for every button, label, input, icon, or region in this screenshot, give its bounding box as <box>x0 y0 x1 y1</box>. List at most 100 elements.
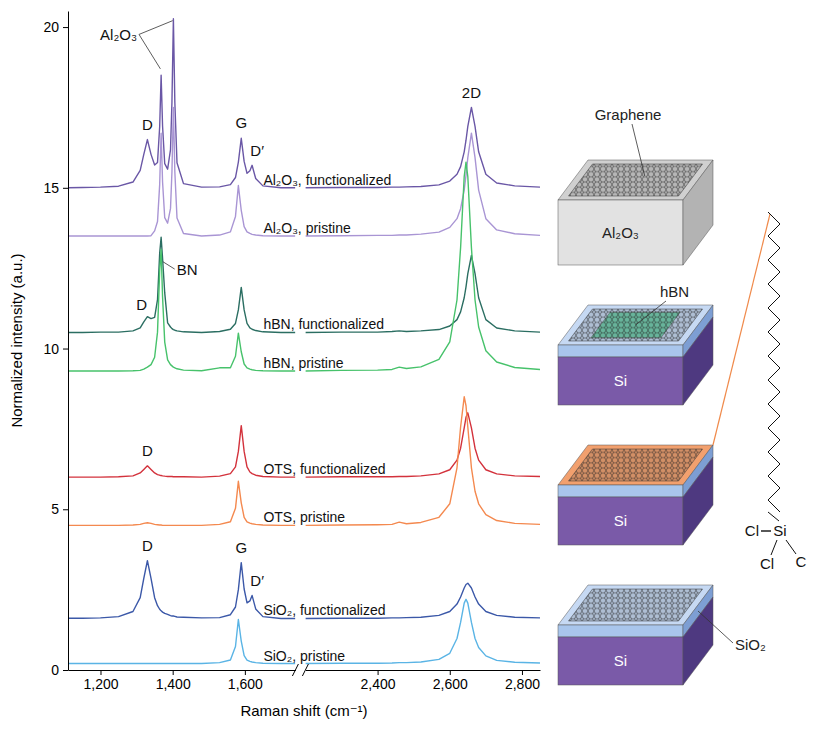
peak-label: D <box>142 442 153 459</box>
leader-line <box>632 124 645 176</box>
series-label: OTS, functionalized <box>263 461 385 477</box>
spectrum-line <box>305 599 540 663</box>
x-tick: 1,400 <box>156 670 191 692</box>
plot-lines <box>68 19 295 664</box>
tick-label: 1,600 <box>228 676 263 692</box>
tick-mark <box>63 670 68 671</box>
tick-label: 1,200 <box>83 676 118 692</box>
spectrum-line <box>305 583 540 618</box>
tick-label: 2,400 <box>361 676 396 692</box>
x-tick: 1,600 <box>228 670 263 692</box>
spectrum-line <box>68 19 295 188</box>
tick-mark <box>63 349 68 350</box>
x-tick: 2,400 <box>361 670 396 692</box>
peak-label: D <box>142 116 153 133</box>
layer-label: hBN <box>660 283 689 300</box>
tick-mark <box>378 670 379 675</box>
y-tick: 0 <box>51 662 68 678</box>
atom-label: Cl <box>760 555 774 572</box>
bond <box>771 540 777 555</box>
substrate-front <box>558 485 683 497</box>
graphene-sheet <box>569 164 703 196</box>
layer-label: SiO₂ <box>735 636 766 653</box>
series-label: OTS, pristine <box>263 509 345 525</box>
y-axis: 0 5 10 15 20 <box>43 12 68 678</box>
atom-label: Cl <box>745 522 759 539</box>
series-label: Al₂O₃, pristine <box>263 220 351 236</box>
substrate-label: Al₂O₃ <box>602 224 639 241</box>
x-tick: 1,200 <box>83 670 118 692</box>
plot-lines <box>305 107 540 663</box>
substrate-front <box>558 637 683 685</box>
tick-label: 1,400 <box>156 676 191 692</box>
peak-label: 2D <box>462 84 481 101</box>
tick-mark <box>450 670 451 675</box>
series-label: Al₂O₃, functionalized <box>263 172 391 188</box>
tick-mark <box>63 27 68 28</box>
peak-label: D <box>142 537 153 554</box>
peak-label: G <box>235 539 247 556</box>
spectrum-line <box>305 413 540 477</box>
x-axis: 2,4002,6002,800 <box>306 670 541 692</box>
figure: 1,200 1,400 1,600 0 5 10 15 20 Al₂O₃, functional… <box>0 0 825 738</box>
graphene-label: Graphene <box>595 106 662 123</box>
substrate-front <box>558 497 683 545</box>
substrate-side <box>683 597 713 685</box>
bond <box>768 512 779 521</box>
substrate-front <box>558 200 683 265</box>
axis-break <box>292 664 298 676</box>
y-tick: 20 <box>43 19 68 35</box>
substrate-side <box>683 457 713 545</box>
spectrum-line <box>68 237 295 332</box>
substrate-label: Si <box>614 512 627 529</box>
substrate-front <box>558 345 683 357</box>
tick-label: 10 <box>43 341 59 357</box>
substrate-label: Si <box>614 372 627 389</box>
graphene-sheet <box>569 449 703 481</box>
leader-line <box>636 301 667 325</box>
tick-mark <box>63 509 68 510</box>
tick-label: 15 <box>43 180 59 196</box>
graphene-sheet <box>569 589 703 621</box>
bond <box>786 540 796 554</box>
peak-label: BN <box>177 261 198 278</box>
tick-mark <box>173 670 174 675</box>
bond <box>761 530 771 531</box>
spectrum-line <box>68 481 295 525</box>
x-tick: 2,800 <box>505 670 540 692</box>
leader-line <box>698 611 733 643</box>
tick-label: 2,800 <box>505 676 540 692</box>
spectrum-line <box>305 397 540 526</box>
series-label: SiO₂, functionalized <box>263 602 385 618</box>
leader-line <box>163 262 175 269</box>
x-axis: 1,200 1,400 1,600 <box>69 670 296 692</box>
spectrum-line <box>305 107 540 187</box>
substrate-label: Si <box>614 652 627 669</box>
zoom-line <box>713 214 770 445</box>
peak-label: D′ <box>250 142 264 159</box>
tick-label: 20 <box>43 19 59 35</box>
y-tick: 5 <box>51 501 68 517</box>
tick-label: 0 <box>51 662 59 678</box>
spectrum-line <box>305 162 540 371</box>
atom-label: Si <box>773 522 786 539</box>
spectrum-line <box>68 250 295 372</box>
substrate-side <box>683 317 713 405</box>
tick-mark <box>522 670 523 675</box>
spectrum-line <box>68 426 295 477</box>
spectrum-line <box>305 255 540 332</box>
y-tick: 10 <box>43 341 68 357</box>
y-axis-line <box>68 12 69 671</box>
peak-label: Al₂O₃ <box>100 26 137 43</box>
spectrum-line <box>68 107 295 236</box>
tick-mark <box>100 670 101 675</box>
peak-label: G <box>235 114 247 131</box>
atom-label: C <box>796 553 807 570</box>
series-label: hBN, pristine <box>263 355 343 371</box>
tick-label: 5 <box>51 501 59 517</box>
leader-line <box>139 34 160 68</box>
x-axis-title: Raman shift (cm⁻¹) <box>240 702 367 719</box>
y-axis-title: Normalized intensity (a.u.) <box>8 253 25 427</box>
x-axis-line <box>69 670 296 671</box>
tick-mark <box>245 670 246 675</box>
